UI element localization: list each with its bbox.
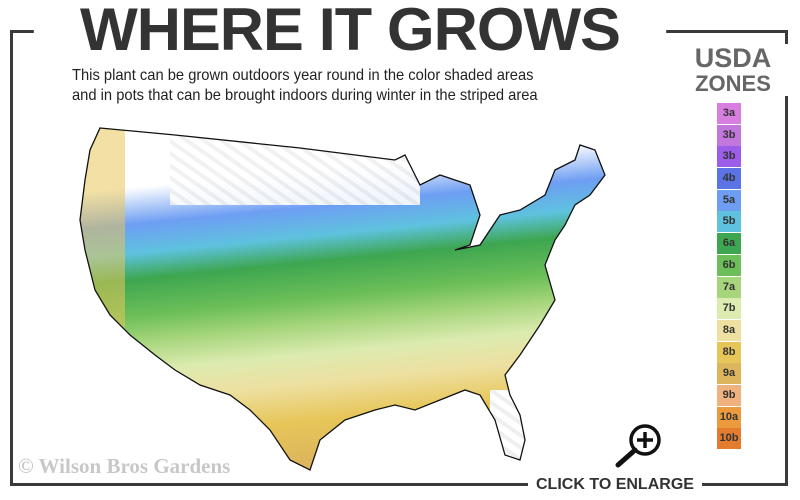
- subtitle-line-1: This plant can be grown outdoors year ro…: [72, 67, 534, 84]
- copyright-watermark: © Wilson Bros Gardens: [18, 454, 231, 478]
- page-title: WHERE IT GROWS: [33, 0, 667, 66]
- click-to-enlarge-button[interactable]: CLICK TO ENLARGE: [528, 476, 702, 494]
- title-text: WHERE IT GROWS: [67, 0, 633, 63]
- zone-swatch-6a: 6a: [717, 233, 741, 255]
- zone-swatch-5b: 5b: [717, 211, 741, 233]
- subtitle: This plant can be grown outdoors year ro…: [72, 66, 538, 106]
- zone-swatch-10a: 10a: [717, 406, 741, 428]
- zone-swatch-3b: 3b: [717, 146, 741, 168]
- legend-title-line-1: USDA: [694, 43, 772, 73]
- zone-swatch-5a: 5a: [717, 189, 741, 211]
- zone-swatch-3a: 3a: [717, 103, 741, 124]
- zone-swatch-6b: 6b: [717, 254, 741, 276]
- subtitle-line-2: and in pots that can be brought indoors …: [72, 87, 538, 104]
- zone-legend: 3a 3b 3b 4b 5a 5b 6a 6b 7a 7b 8a 8b 9a 9b 10a 10b: [717, 103, 741, 450]
- zone-swatch-10b: 10b: [717, 428, 741, 450]
- zone-swatch-9a: 9a: [717, 363, 741, 385]
- zone-swatch-4b: 4b: [717, 168, 741, 190]
- magnifier-plus-icon[interactable]: [610, 422, 664, 468]
- zone-swatch-9b: 9b: [717, 384, 741, 406]
- zone-swatch-8a: 8a: [717, 319, 741, 341]
- zone-swatch-3b: 3b: [717, 124, 741, 146]
- zone-swatch-8b: 8b: [717, 341, 741, 363]
- legend-title: USDA ZONES: [678, 44, 788, 96]
- zone-swatch-7b: 7b: [717, 298, 741, 320]
- zone-swatch-7a: 7a: [717, 276, 741, 298]
- legend-title-line-2: ZONES: [695, 71, 771, 96]
